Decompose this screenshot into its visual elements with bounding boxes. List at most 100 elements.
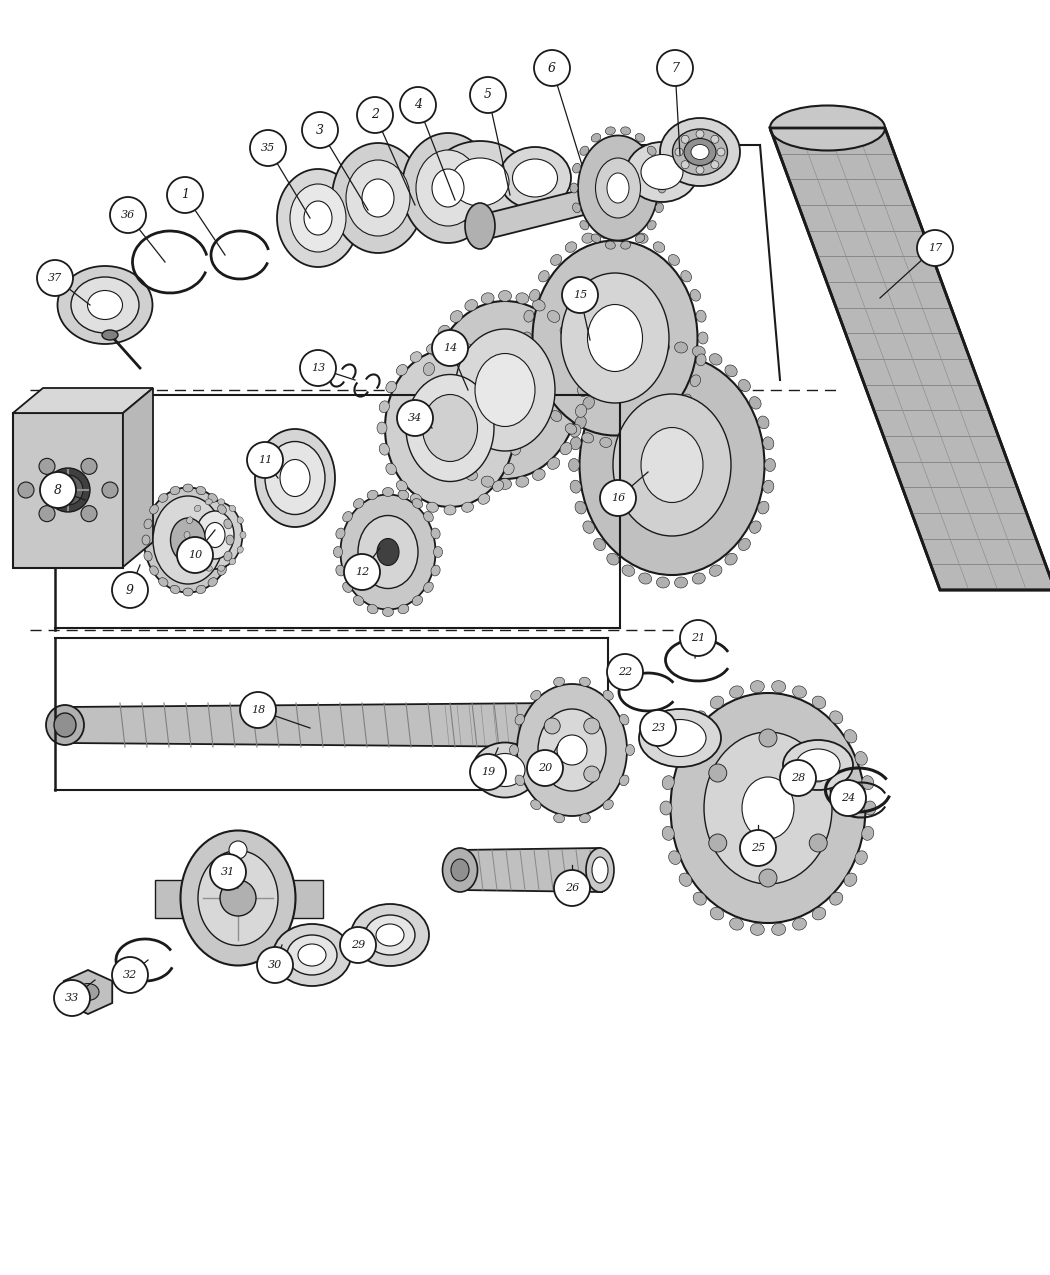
Ellipse shape <box>796 748 840 782</box>
Ellipse shape <box>855 850 867 864</box>
Ellipse shape <box>793 686 806 699</box>
Ellipse shape <box>638 346 652 357</box>
Ellipse shape <box>277 170 359 266</box>
Text: 3: 3 <box>316 124 324 136</box>
Ellipse shape <box>730 918 743 931</box>
Circle shape <box>110 198 146 233</box>
Ellipse shape <box>671 694 865 923</box>
Circle shape <box>247 442 284 478</box>
Ellipse shape <box>206 499 212 505</box>
Ellipse shape <box>376 924 404 946</box>
Ellipse shape <box>539 394 549 405</box>
Ellipse shape <box>668 411 679 422</box>
Ellipse shape <box>102 330 118 340</box>
Ellipse shape <box>365 915 415 955</box>
Ellipse shape <box>368 491 378 500</box>
Ellipse shape <box>273 924 351 986</box>
Ellipse shape <box>529 375 540 386</box>
Ellipse shape <box>680 394 692 405</box>
Circle shape <box>344 555 380 590</box>
Circle shape <box>112 958 148 993</box>
Ellipse shape <box>547 458 560 469</box>
Ellipse shape <box>265 441 326 515</box>
Ellipse shape <box>864 801 876 815</box>
Text: 6: 6 <box>548 61 556 74</box>
Ellipse shape <box>647 147 656 156</box>
Ellipse shape <box>538 709 606 790</box>
Ellipse shape <box>613 394 731 536</box>
Ellipse shape <box>813 696 825 709</box>
Ellipse shape <box>377 538 399 566</box>
Ellipse shape <box>696 354 706 366</box>
Ellipse shape <box>478 352 489 362</box>
Ellipse shape <box>529 289 540 301</box>
Ellipse shape <box>603 690 613 700</box>
Ellipse shape <box>591 233 601 242</box>
Ellipse shape <box>583 397 594 409</box>
Ellipse shape <box>724 365 737 376</box>
Circle shape <box>534 50 570 85</box>
Ellipse shape <box>575 416 586 428</box>
Ellipse shape <box>560 325 572 338</box>
Ellipse shape <box>532 300 545 311</box>
Ellipse shape <box>465 203 495 249</box>
Ellipse shape <box>572 163 581 173</box>
Ellipse shape <box>710 565 722 576</box>
Ellipse shape <box>422 394 478 462</box>
Ellipse shape <box>444 505 456 515</box>
Ellipse shape <box>770 106 885 150</box>
Circle shape <box>177 537 213 572</box>
Text: 1: 1 <box>181 189 189 201</box>
Text: 30: 30 <box>268 960 282 970</box>
Circle shape <box>302 112 338 148</box>
Ellipse shape <box>565 423 576 435</box>
Ellipse shape <box>509 745 519 756</box>
Ellipse shape <box>413 499 422 509</box>
Ellipse shape <box>217 565 225 571</box>
Circle shape <box>40 472 76 507</box>
Ellipse shape <box>472 742 538 797</box>
Ellipse shape <box>332 143 424 252</box>
Ellipse shape <box>553 813 565 822</box>
Ellipse shape <box>730 686 743 699</box>
Text: 28: 28 <box>791 773 805 783</box>
Ellipse shape <box>206 565 212 571</box>
Ellipse shape <box>58 266 152 344</box>
Ellipse shape <box>187 547 193 553</box>
Ellipse shape <box>663 775 674 789</box>
Ellipse shape <box>504 381 514 393</box>
Ellipse shape <box>406 375 494 482</box>
Circle shape <box>810 764 827 782</box>
Ellipse shape <box>572 203 581 213</box>
Ellipse shape <box>660 801 672 815</box>
Circle shape <box>112 572 148 608</box>
Ellipse shape <box>600 228 612 238</box>
Ellipse shape <box>762 437 774 450</box>
Ellipse shape <box>654 719 706 756</box>
Bar <box>155 880 190 918</box>
Ellipse shape <box>813 908 825 921</box>
Text: 15: 15 <box>573 289 587 300</box>
Ellipse shape <box>561 273 669 403</box>
Ellipse shape <box>181 830 295 965</box>
Ellipse shape <box>416 150 480 226</box>
Ellipse shape <box>742 776 794 839</box>
Text: 36: 36 <box>121 210 135 221</box>
Ellipse shape <box>423 404 435 417</box>
Ellipse shape <box>411 352 422 362</box>
Ellipse shape <box>607 173 629 203</box>
Ellipse shape <box>217 566 227 575</box>
Ellipse shape <box>626 142 698 201</box>
Ellipse shape <box>580 221 589 230</box>
Bar <box>288 880 323 918</box>
Ellipse shape <box>569 343 581 356</box>
Circle shape <box>657 50 693 85</box>
Ellipse shape <box>696 310 706 323</box>
Ellipse shape <box>87 291 123 320</box>
Ellipse shape <box>423 362 435 376</box>
Ellipse shape <box>423 583 434 593</box>
Text: 7: 7 <box>671 61 679 74</box>
Ellipse shape <box>530 690 541 700</box>
Ellipse shape <box>516 714 524 725</box>
Ellipse shape <box>750 521 761 533</box>
